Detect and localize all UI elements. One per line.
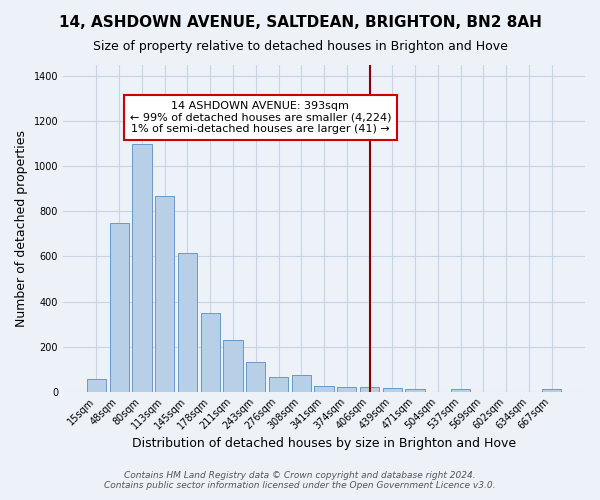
Text: Size of property relative to detached houses in Brighton and Hove: Size of property relative to detached ho…	[92, 40, 508, 53]
Bar	[223, 340, 242, 392]
Bar	[87, 380, 106, 392]
Text: 14, ASHDOWN AVENUE, SALTDEAN, BRIGHTON, BN2 8AH: 14, ASHDOWN AVENUE, SALTDEAN, BRIGHTON, …	[59, 15, 541, 30]
Text: 14 ASHDOWN AVENUE: 393sqm
← 99% of detached houses are smaller (4,224)
1% of sem: 14 ASHDOWN AVENUE: 393sqm ← 99% of detac…	[130, 101, 391, 134]
Bar	[451, 389, 470, 392]
Text: Contains HM Land Registry data © Crown copyright and database right 2024.
Contai: Contains HM Land Registry data © Crown c…	[104, 470, 496, 490]
Bar	[269, 377, 288, 392]
Bar	[337, 387, 356, 392]
Bar	[542, 390, 561, 392]
Bar	[200, 313, 220, 392]
Bar	[246, 362, 265, 392]
X-axis label: Distribution of detached houses by size in Brighton and Hove: Distribution of detached houses by size …	[132, 437, 516, 450]
Bar	[406, 390, 425, 392]
Y-axis label: Number of detached properties: Number of detached properties	[15, 130, 28, 327]
Bar	[155, 196, 175, 392]
Bar	[178, 253, 197, 392]
Bar	[360, 387, 379, 392]
Bar	[292, 376, 311, 392]
Bar	[132, 144, 152, 392]
Bar	[110, 222, 129, 392]
Bar	[314, 386, 334, 392]
Bar	[383, 388, 402, 392]
